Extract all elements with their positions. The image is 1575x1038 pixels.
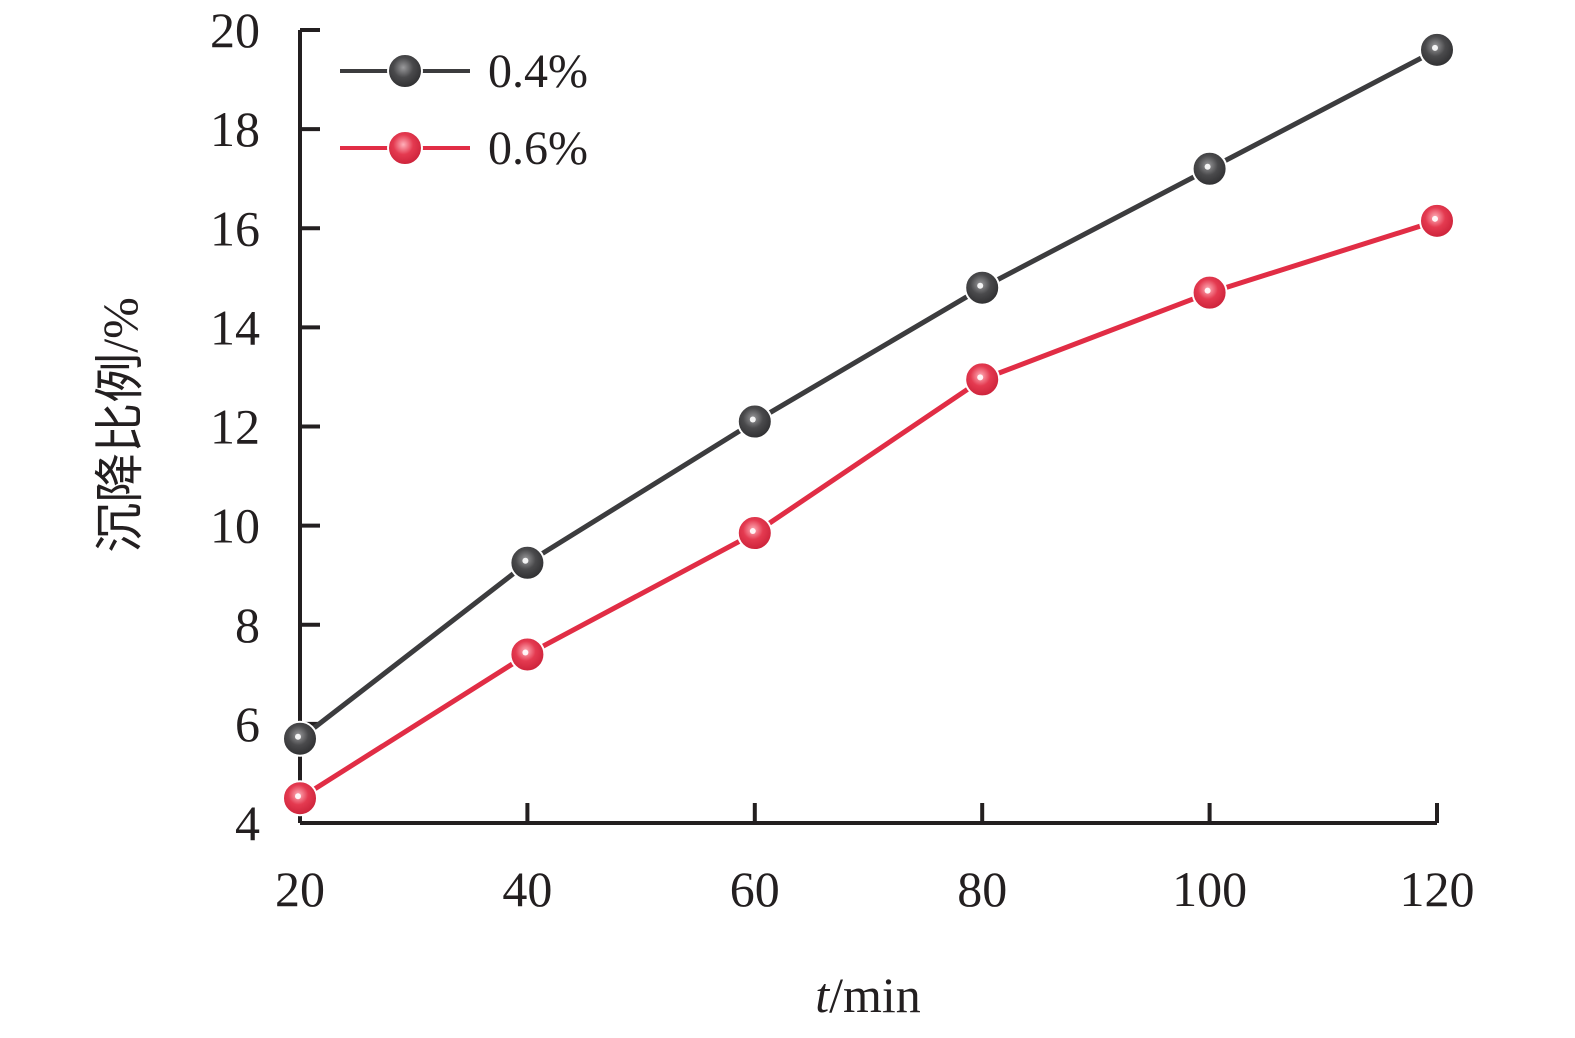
series-0-point-highlight-1 <box>522 557 529 564</box>
legend-item-0: 0.4% <box>340 45 588 98</box>
x-ticks: 20 40 60 80 100 120 <box>275 803 1475 917</box>
series-1-point-highlight-2 <box>749 528 756 535</box>
y-tick-label-7: 18 <box>210 101 260 157</box>
y-tick-label-0: 4 <box>235 795 260 851</box>
series-0-point-highlight-4 <box>1204 163 1211 170</box>
y-axis-label: 沉降比例/% <box>92 297 148 553</box>
x-tick-label-1: 40 <box>502 861 552 917</box>
y-tick-label-5: 14 <box>210 299 260 355</box>
series-0-point-highlight-2 <box>749 416 756 423</box>
y-tick-label-6: 16 <box>210 200 260 256</box>
x-tick-label-4: 100 <box>1172 861 1247 917</box>
legend-marker-1 <box>387 130 423 166</box>
series-1-point-highlight-4 <box>1204 287 1211 294</box>
series-layer <box>282 31 1455 817</box>
y-tick-label-3: 10 <box>210 498 260 554</box>
x-tick-label-3: 80 <box>957 861 1007 917</box>
legend: 0.4% 0.6% <box>340 45 588 175</box>
x-tick-label-5: 120 <box>1400 861 1475 917</box>
axes <box>298 30 1437 825</box>
series-1-point-highlight-3 <box>977 374 984 381</box>
series-1-point-highlight-1 <box>522 649 529 656</box>
series-line-0 <box>298 47 1439 741</box>
legend-item-1: 0.6% <box>340 122 588 175</box>
y-tick-label-1: 6 <box>235 696 260 752</box>
series-0-point-highlight-3 <box>977 282 984 289</box>
y-tick-label-8: 20 <box>210 2 260 58</box>
legend-label-1: 0.6% <box>488 122 588 175</box>
x-tick-label-0: 20 <box>275 861 325 917</box>
series-1-point-highlight-5 <box>1432 215 1438 222</box>
series-0-point-highlight-0 <box>295 733 301 740</box>
legend-marker-0 <box>387 53 423 89</box>
series-1-point-highlight-0 <box>295 793 301 800</box>
y-ticks: 4 6 8 10 12 14 16 18 20 <box>210 2 320 851</box>
y-tick-label-2: 8 <box>235 597 260 653</box>
legend-label-0: 0.4% <box>488 45 588 98</box>
x-axis-label: t/min <box>815 967 921 1023</box>
x-tick-label-2: 60 <box>730 861 780 917</box>
series-line-1 <box>298 218 1438 801</box>
y-tick-label-4: 12 <box>210 399 260 455</box>
series-0-point-highlight-5 <box>1432 44 1438 51</box>
